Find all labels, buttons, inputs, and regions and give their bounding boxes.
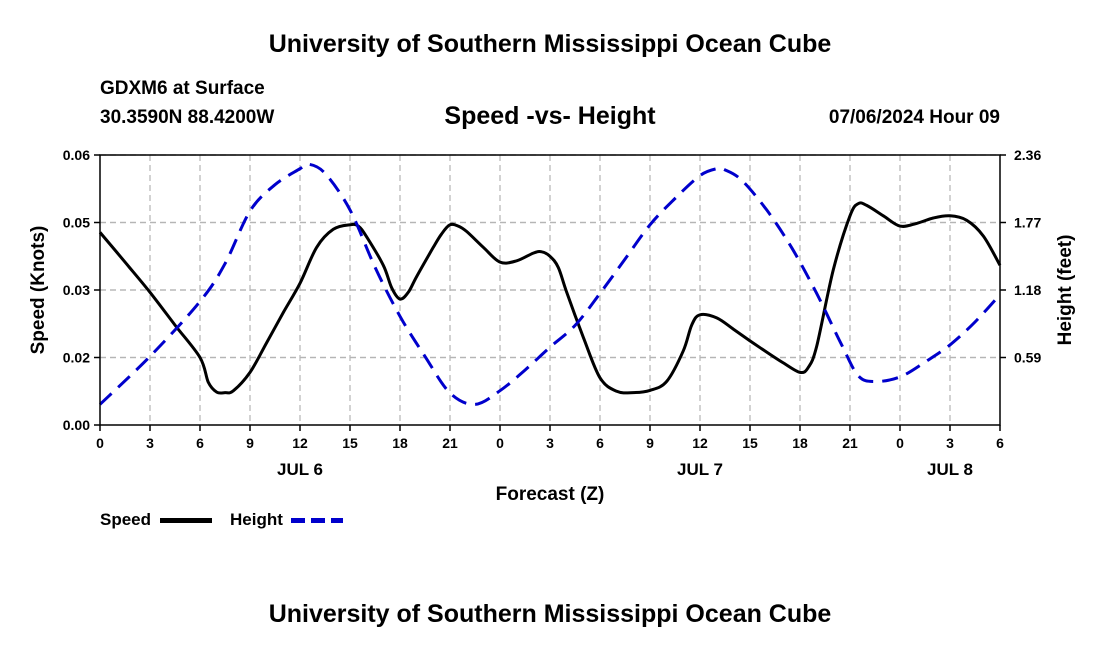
x-tick-label: 0 [96, 435, 104, 451]
station-label: GDXM6 at Surface [100, 78, 265, 99]
y2-tick-label: 2.36 [1014, 147, 1041, 163]
y-tick-label: 0.05 [63, 215, 90, 231]
y-tick-label: 0.03 [63, 282, 90, 298]
series-lines [98, 162, 1002, 406]
series-height-line [98, 162, 1002, 406]
chart-subtitle: Speed -vs- Height [444, 102, 656, 130]
y2-tick-label: 0.59 [1014, 350, 1041, 366]
legend-height-swatch [291, 518, 343, 523]
x-tick-label: 0 [896, 435, 904, 451]
x-tick-label: 9 [246, 435, 254, 451]
coordinates-label: 30.3590N 88.4200W [100, 107, 275, 128]
x-tick-label: 15 [742, 435, 758, 451]
legend-speed-swatch [160, 518, 212, 523]
x-tick-label: 6 [996, 435, 1004, 451]
x-tick-label: 12 [692, 435, 708, 451]
x-tick-label: 18 [792, 435, 808, 451]
x-axis-label: Forecast (Z) [496, 484, 605, 505]
y-axis-label: Speed (Knots) [28, 226, 49, 355]
x-tick-label: 21 [842, 435, 858, 451]
date-label: JUL 6 [277, 460, 323, 479]
x-tick-label: 9 [646, 435, 654, 451]
date-label: JUL 8 [927, 460, 973, 479]
y2-tick-label: 1.77 [1014, 215, 1041, 231]
y-tick-label: 0.06 [63, 147, 90, 163]
x-tick-label: 18 [392, 435, 408, 451]
x-tick-label: 3 [946, 435, 954, 451]
x-tick-label: 3 [546, 435, 554, 451]
axis-ticks: 0 3 6 9 12 15 18 21 0 3 6 9 12 15 18 21 0 3 6 JUL 6 JUL 7 JUL… [63, 147, 1042, 479]
legend-height-label: Height [230, 510, 283, 529]
series-speed-line [98, 201, 1002, 395]
y-tick-label: 0.00 [63, 417, 90, 433]
legend-speed-label: Speed [100, 510, 152, 529]
x-tick-label: 0 [496, 435, 504, 451]
date-label: JUL 7 [677, 460, 723, 479]
x-tick-label: 21 [442, 435, 458, 451]
footer-title: University of Southern Mississippi Ocean… [268, 600, 832, 628]
forecast-datetime: 07/06/2024 Hour 09 [828, 107, 1000, 128]
page-title: University of Southern Mississippi Ocean… [268, 30, 832, 58]
y2-axis-label: Height (feet) [1055, 235, 1076, 346]
x-tick-label: 6 [596, 435, 604, 451]
x-tick-label: 15 [342, 435, 358, 451]
x-tick-label: 3 [146, 435, 154, 451]
x-tick-label: 6 [196, 435, 204, 451]
y2-tick-label: 1.18 [1014, 282, 1041, 298]
y-tick-label: 0.02 [63, 350, 90, 366]
grid-lines [100, 154, 1000, 425]
x-tick-label: 12 [292, 435, 308, 451]
